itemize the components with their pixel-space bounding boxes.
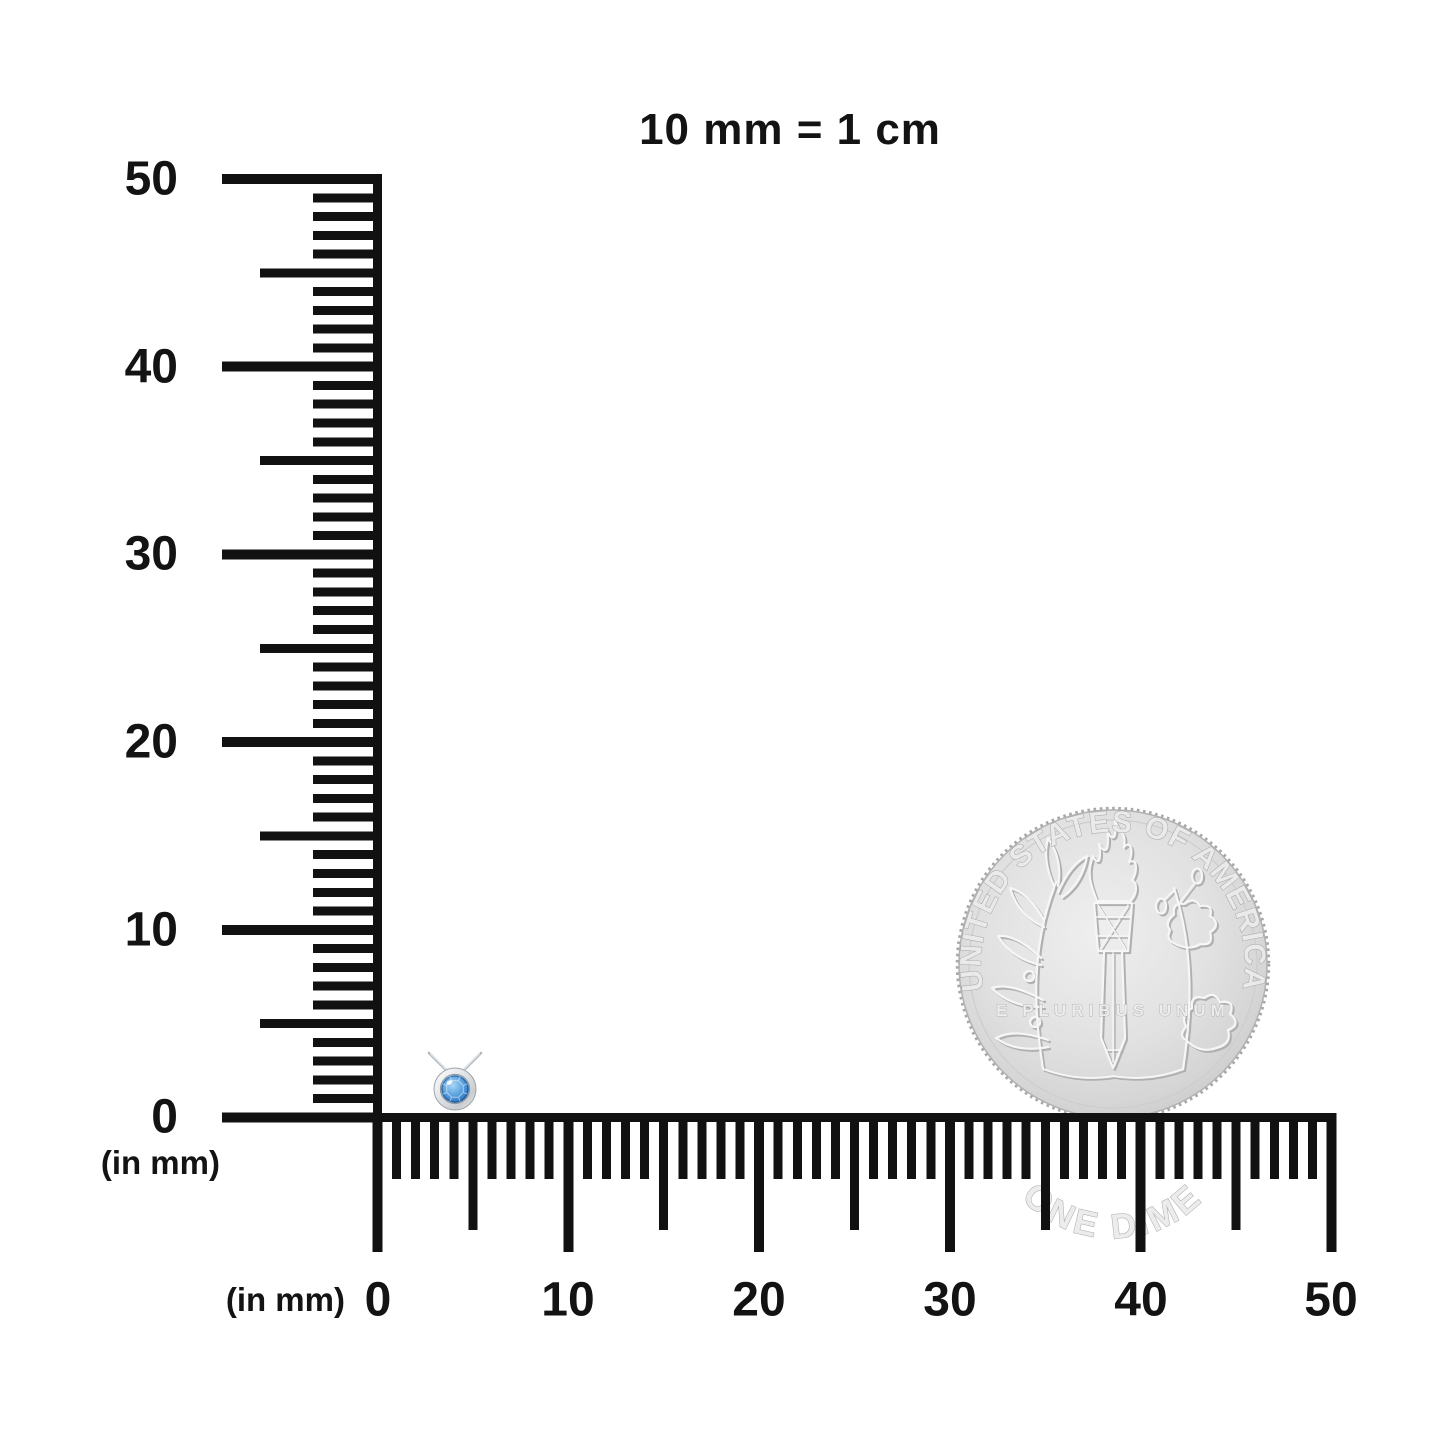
pendant-stone bbox=[441, 1075, 469, 1103]
h-label-20: 20 bbox=[732, 1273, 786, 1327]
h-label-40: 40 bbox=[1114, 1273, 1168, 1327]
pendant-stone-girdle bbox=[441, 1075, 469, 1103]
h-label-0: 0 bbox=[364, 1273, 392, 1327]
pendant-chain-highlight bbox=[429, 1053, 481, 1071]
vertical-ruler-ticks bbox=[222, 174, 382, 1252]
coin-motto: E PLURIBUS UNUM bbox=[996, 1001, 1230, 1020]
v-label-20: 20 bbox=[124, 715, 178, 769]
v-label-40: 40 bbox=[124, 340, 178, 394]
v-label-50: 50 bbox=[124, 152, 178, 206]
v-label-30: 30 bbox=[124, 527, 178, 581]
v-label-0: 0 bbox=[151, 1090, 178, 1144]
v-label-10: 10 bbox=[124, 903, 178, 957]
horizontal-ruler-ticks bbox=[222, 1113, 1337, 1252]
coin-rim-line bbox=[968, 819, 1258, 1109]
gemstone-pendant bbox=[427, 1051, 483, 1111]
h-label-30: 30 bbox=[923, 1273, 977, 1327]
pendant-stone-sparkle bbox=[446, 1080, 453, 1085]
h-label-10: 10 bbox=[541, 1273, 595, 1327]
dime-coin: UNITED STATES OF AMERICA ONE DIME E PLUR… bbox=[954, 805, 1270, 1247]
pendant-stone-facets bbox=[442, 1076, 468, 1102]
scale-title: 10 mm = 1 cm bbox=[639, 105, 941, 154]
h-label-50: 50 bbox=[1304, 1273, 1358, 1327]
v-unit-label: (in mm) bbox=[100, 1144, 220, 1181]
h-unit-label: (in mm) bbox=[225, 1281, 345, 1318]
pendant-bezel-inner-edge bbox=[439, 1073, 471, 1105]
